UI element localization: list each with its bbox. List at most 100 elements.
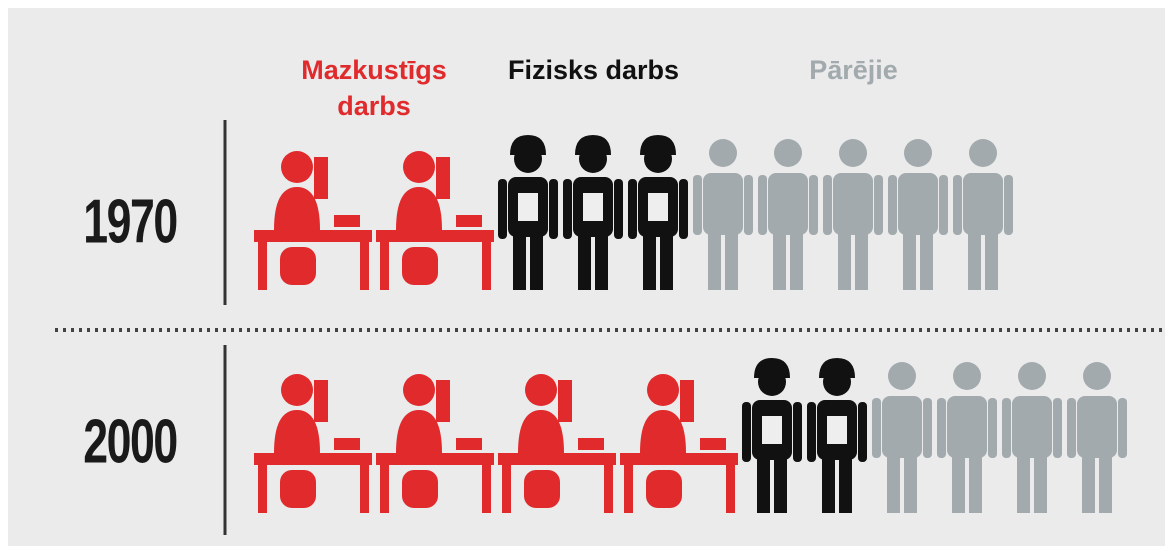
desk-leg	[258, 465, 267, 513]
arm	[937, 398, 946, 458]
head	[1083, 362, 1111, 390]
body	[274, 410, 320, 453]
segment	[872, 362, 1127, 513]
head	[709, 139, 737, 167]
body	[882, 396, 922, 458]
body	[1012, 396, 1052, 458]
apron	[762, 416, 782, 444]
head	[647, 374, 679, 406]
leg	[513, 233, 526, 290]
keyboard	[456, 438, 482, 450]
leg	[920, 231, 933, 290]
desk-leg	[624, 465, 633, 513]
body	[703, 173, 743, 235]
head	[839, 139, 867, 167]
monitor	[436, 380, 450, 422]
leg	[1099, 454, 1112, 513]
arm	[953, 175, 962, 235]
desk-leg	[258, 242, 267, 290]
monitor	[314, 157, 328, 199]
leg	[1034, 454, 1047, 513]
leg	[643, 233, 656, 290]
keyboard	[334, 215, 360, 227]
arm	[549, 179, 558, 239]
monitor	[558, 380, 572, 422]
body	[396, 410, 442, 453]
arm	[923, 398, 932, 458]
arm	[872, 398, 881, 458]
chair	[280, 247, 316, 285]
monitor	[314, 380, 328, 422]
desk-leg	[360, 242, 369, 290]
head	[969, 139, 997, 167]
arm	[1118, 398, 1127, 458]
desk-leg	[380, 242, 389, 290]
arm	[888, 175, 897, 235]
legend-label: Pārējie	[809, 55, 898, 85]
monitor	[680, 380, 694, 422]
arm	[742, 402, 751, 462]
arm	[939, 175, 948, 235]
leg	[774, 456, 787, 513]
body	[640, 410, 686, 453]
desk-leg	[604, 465, 613, 513]
leg	[838, 231, 851, 290]
chair	[402, 470, 438, 508]
leg	[903, 231, 916, 290]
keyboard	[456, 215, 482, 227]
apron	[518, 193, 538, 221]
segment	[693, 139, 1013, 290]
leg	[968, 231, 981, 290]
head	[1018, 362, 1046, 390]
leg	[985, 231, 998, 290]
monitor	[436, 157, 450, 199]
chair	[646, 470, 682, 508]
desk-leg	[380, 465, 389, 513]
arm	[1053, 398, 1062, 458]
body	[1077, 396, 1117, 458]
body	[963, 173, 1003, 235]
body	[518, 410, 564, 453]
leg	[855, 231, 868, 290]
desk	[620, 453, 738, 465]
desk	[498, 453, 616, 465]
head	[525, 374, 557, 406]
desk	[376, 453, 494, 465]
chair	[280, 470, 316, 508]
leg	[595, 233, 608, 290]
desk-leg	[726, 465, 735, 513]
keyboard	[700, 438, 726, 450]
leg	[904, 454, 917, 513]
head	[644, 145, 672, 173]
arm	[498, 179, 507, 239]
keyboard	[578, 438, 604, 450]
arm	[744, 175, 753, 235]
body	[274, 187, 320, 230]
desk	[376, 230, 494, 242]
arm	[1002, 398, 1011, 458]
desk	[254, 453, 372, 465]
head	[403, 151, 435, 183]
leg	[578, 233, 591, 290]
head	[758, 368, 786, 396]
head	[823, 368, 851, 396]
leg	[887, 454, 900, 513]
body	[898, 173, 938, 235]
segment	[254, 374, 738, 513]
arm	[988, 398, 997, 458]
arm	[628, 179, 637, 239]
head	[904, 139, 932, 167]
row-label: 2000	[83, 407, 178, 477]
desk-leg	[482, 242, 491, 290]
head	[953, 362, 981, 390]
body	[947, 396, 987, 458]
leg	[822, 456, 835, 513]
desk	[254, 230, 372, 242]
leg	[708, 231, 721, 290]
arm	[793, 402, 802, 462]
leg	[757, 456, 770, 513]
head	[514, 145, 542, 173]
leg	[660, 233, 673, 290]
head	[281, 151, 313, 183]
